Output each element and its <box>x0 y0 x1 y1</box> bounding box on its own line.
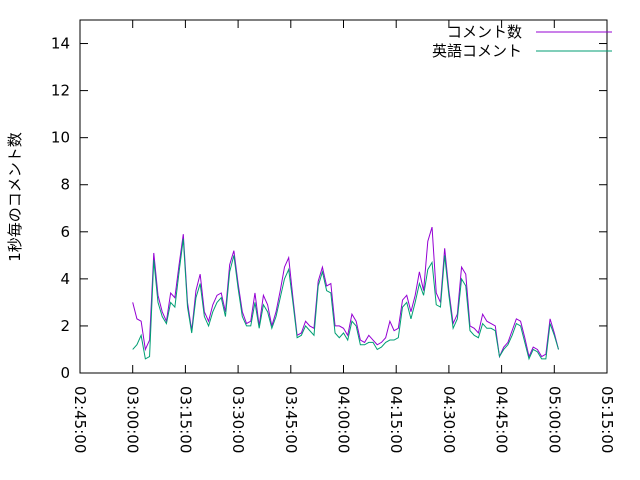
x-tick-label: 03:00:00 <box>124 386 142 453</box>
y-tick-label: 0 <box>60 364 70 382</box>
y-tick-label: 6 <box>60 223 70 241</box>
y-tick-label: 12 <box>51 82 70 100</box>
y-tick-label: 14 <box>51 35 70 53</box>
x-tick-label: 04:45:00 <box>493 386 511 453</box>
y-axis-label: 1秒毎のコメント数 <box>6 132 24 262</box>
x-tick-label: 05:00:00 <box>545 386 563 453</box>
legend-label: コメント数 <box>447 23 522 41</box>
x-tick-label: 04:15:00 <box>387 386 405 453</box>
legend-label: 英語コメント <box>432 42 522 60</box>
x-tick-label: 04:00:00 <box>335 386 353 453</box>
y-tick-label: 2 <box>60 317 70 335</box>
x-tick-label: 04:30:00 <box>440 386 458 453</box>
y-tick-label: 10 <box>51 129 70 147</box>
plot-frame <box>79 19 608 374</box>
x-tick-label: 03:15:00 <box>176 386 194 453</box>
y-tick-label: 4 <box>60 270 70 288</box>
x-tick-label: 02:45:00 <box>71 386 89 453</box>
y-tick-label: 8 <box>60 176 70 194</box>
x-tick-label: 03:45:00 <box>282 386 300 453</box>
x-tick-label: 05:15:00 <box>598 386 616 453</box>
series-line <box>132 238 559 361</box>
series-line <box>132 226 560 359</box>
x-tick-label: 03:30:00 <box>229 386 247 453</box>
